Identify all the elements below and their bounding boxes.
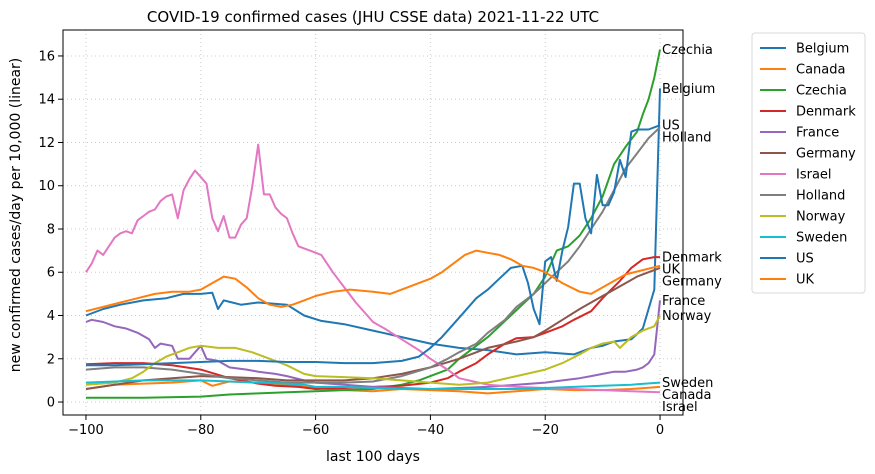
series-line-germany — [85, 266, 661, 390]
end-label-sweden: Sweden — [662, 376, 713, 391]
y-tick-label: 6 — [47, 266, 55, 281]
series-line-belgium — [85, 88, 661, 356]
x-tick-label: −100 — [68, 423, 104, 438]
x-axis-label: last 100 days — [326, 449, 420, 465]
legend-label-sweden: Sweden — [796, 231, 847, 246]
x-tick-label: −20 — [532, 423, 559, 438]
end-label-holland: Holland — [662, 131, 711, 146]
legend-label-israel: Israel — [796, 168, 832, 183]
chart-title: COVID-19 confirmed cases (JHU CSSE data)… — [147, 8, 599, 26]
end-label-uk: UK — [662, 263, 681, 278]
end-label-israel: Israel — [662, 400, 698, 415]
legend-box — [751, 32, 866, 294]
series-line-israel — [85, 143, 661, 394]
legend-label-norway: Norway — [796, 210, 846, 225]
legend-label-france: France — [796, 126, 839, 141]
legend-label-denmark: Denmark — [796, 105, 856, 120]
end-label-czechia: Czechia — [662, 43, 713, 58]
end-label-denmark: Denmark — [662, 251, 722, 266]
legend-label-germany: Germany — [796, 147, 856, 162]
legend-label-us: US — [796, 252, 814, 267]
series-line-sweden — [85, 379, 661, 390]
x-tick-label: −60 — [302, 423, 329, 438]
plot-area: −100 −80 −60 −40 −20 0 0 2 4 6 8 10 12 14 16 Czechia Bel… — [38, 29, 722, 438]
y-tick-label: 0 — [47, 396, 55, 411]
y-tick-label: 12 — [38, 136, 55, 151]
x-tick-label: −80 — [187, 423, 214, 438]
series-line-us — [86, 124, 661, 367]
y-tick-label: 16 — [38, 49, 55, 64]
end-label-germany: Germany — [662, 275, 722, 290]
y-tick-label: 10 — [38, 179, 55, 194]
legend-label-canada: Canada — [796, 63, 845, 78]
end-label-france: France — [662, 294, 705, 309]
end-label-norway: Norway — [662, 309, 712, 324]
series-line-canada — [85, 379, 661, 395]
series-line-holland — [85, 126, 661, 384]
legend-label-uk: UK — [796, 273, 815, 288]
end-label-belgium: Belgium — [662, 82, 715, 97]
series-line-norway — [85, 315, 661, 386]
legend-label-holland: Holland — [796, 189, 845, 204]
plot-frame — [62, 29, 684, 416]
end-label-canada: Canada — [662, 388, 711, 403]
legend-label-belgium: Belgium — [796, 42, 849, 57]
series-line-czechia — [86, 49, 661, 399]
legend: Belgium Canada Czechia Denmark France Germany… — [751, 32, 866, 294]
legend-label-czechia: Czechia — [796, 84, 847, 99]
x-tick-label: −40 — [417, 423, 444, 438]
x-tick-label: 0 — [656, 423, 664, 438]
y-tick-label: 14 — [38, 93, 55, 108]
end-label-us: US — [662, 119, 680, 134]
series-line-uk — [85, 249, 661, 313]
y-tick-label: 2 — [47, 352, 55, 367]
y-axis-label: new confirmed cases/day per 10,000 (line… — [8, 58, 24, 373]
y-tick-label: 8 — [47, 222, 55, 237]
y-tick-label: 4 — [47, 309, 55, 324]
